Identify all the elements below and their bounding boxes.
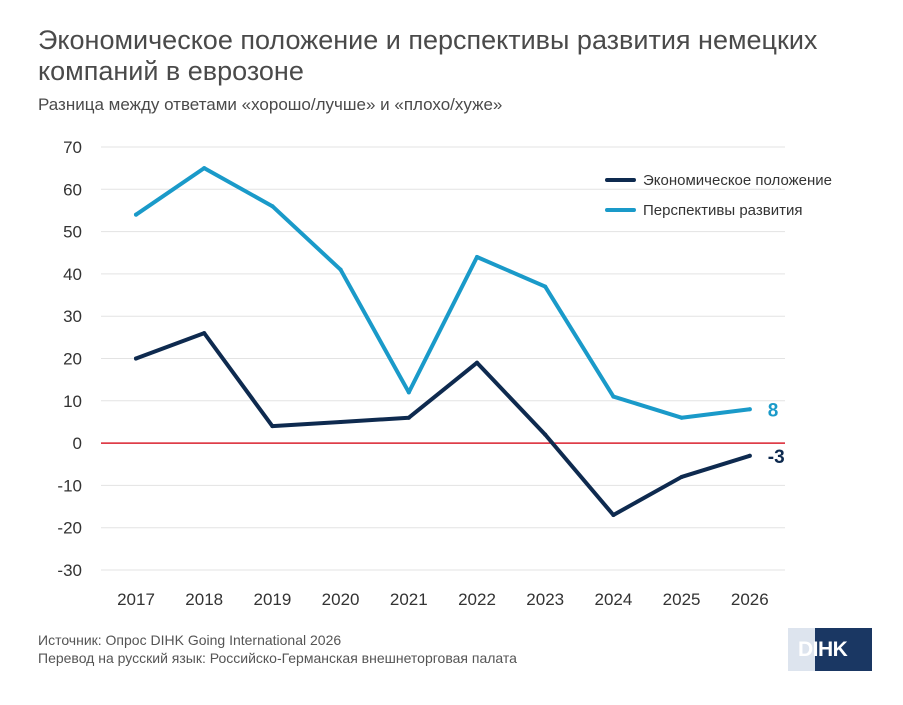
data-point bbox=[611, 394, 616, 399]
x-tick-label: 2020 bbox=[322, 590, 360, 609]
x-tick-label: 2026 bbox=[731, 590, 769, 609]
y-tick-label: 70 bbox=[63, 138, 82, 157]
logo-dark-block: DIHK bbox=[798, 628, 872, 671]
y-tick-label: 40 bbox=[63, 265, 82, 284]
logo-light-block bbox=[788, 628, 815, 671]
x-tick-label: 2022 bbox=[458, 590, 496, 609]
x-tick-label: 2025 bbox=[663, 590, 701, 609]
data-point bbox=[406, 415, 411, 420]
x-tick-label: 2019 bbox=[253, 590, 291, 609]
y-tick-label: -20 bbox=[57, 519, 82, 538]
data-point bbox=[543, 284, 548, 289]
data-point bbox=[475, 360, 479, 365]
y-tick-label: -30 bbox=[57, 561, 82, 580]
legend-label: Перспективы развития bbox=[643, 202, 802, 219]
y-tick-label: 50 bbox=[63, 223, 82, 242]
data-point bbox=[338, 419, 343, 424]
y-tick-label: 10 bbox=[63, 392, 82, 411]
data-point bbox=[134, 356, 138, 361]
x-tick-label: 2023 bbox=[526, 590, 564, 609]
data-point bbox=[475, 254, 479, 259]
data-point bbox=[202, 166, 207, 171]
chart-subtitle: Разница между ответами «хорошо/лучше» и … bbox=[38, 95, 503, 114]
chart-title: Экономическое положение и перспективы ра… bbox=[38, 25, 818, 86]
x-tick-label: 2021 bbox=[390, 590, 428, 609]
y-tick-label: 60 bbox=[63, 180, 82, 199]
data-point bbox=[270, 424, 275, 429]
data-point bbox=[338, 267, 343, 272]
y-tick-label: -10 bbox=[57, 476, 82, 495]
source-note: Источник: Опрос DIHK Going International… bbox=[38, 632, 342, 648]
y-tick-label: 20 bbox=[63, 350, 82, 369]
data-point bbox=[679, 415, 684, 420]
data-point bbox=[134, 212, 138, 217]
x-tick-label: 2024 bbox=[594, 590, 632, 609]
data-point bbox=[202, 331, 207, 336]
data-point bbox=[543, 432, 548, 437]
data-point bbox=[611, 513, 616, 518]
series-line bbox=[134, 166, 752, 420]
data-point bbox=[747, 453, 752, 458]
translation-note: Перевод на русский язык: Российско-Герма… bbox=[38, 650, 517, 666]
y-tick-label: 30 bbox=[63, 307, 82, 326]
x-tick-label: 2017 bbox=[117, 590, 155, 609]
series-line bbox=[134, 331, 752, 518]
end-value-label: 8 bbox=[768, 400, 779, 421]
dihk-logo: DIHK bbox=[788, 628, 872, 671]
legend-label: Экономическое положение bbox=[643, 172, 832, 189]
x-tick-label: 2018 bbox=[185, 590, 223, 609]
data-point bbox=[270, 204, 275, 209]
data-point bbox=[747, 407, 752, 412]
logo-text: DIHK bbox=[798, 637, 848, 661]
data-point bbox=[406, 390, 411, 395]
y-tick-label: 0 bbox=[73, 434, 82, 453]
end-value-label: -3 bbox=[768, 447, 785, 468]
data-point bbox=[679, 474, 684, 479]
